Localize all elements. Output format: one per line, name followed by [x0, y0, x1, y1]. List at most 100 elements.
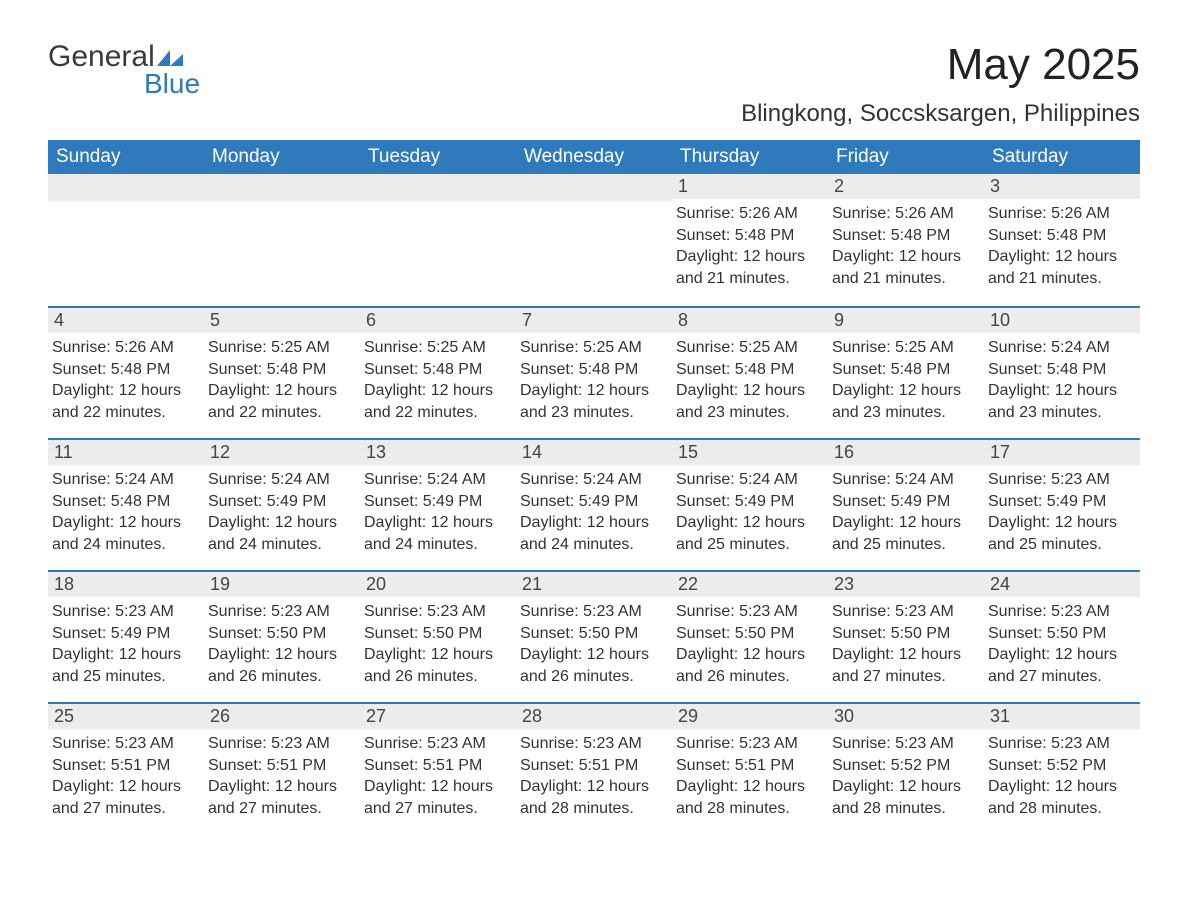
sunset-line: Sunset: 5:50 PM: [208, 623, 358, 645]
day-number: 15: [672, 438, 828, 465]
calendar-cell: 28Sunrise: 5:23 AMSunset: 5:51 PMDayligh…: [516, 702, 672, 834]
day-details: Sunrise: 5:23 AMSunset: 5:50 PMDaylight:…: [360, 597, 516, 689]
day-number: 26: [204, 702, 360, 729]
calendar-cell: [48, 174, 204, 306]
col-thursday: Thursday: [672, 140, 828, 174]
calendar-cell: 5Sunrise: 5:25 AMSunset: 5:48 PMDaylight…: [204, 306, 360, 438]
day-number: 4: [48, 306, 204, 333]
sunrise-line: Sunrise: 5:26 AM: [832, 203, 982, 225]
calendar-cell: [516, 174, 672, 306]
sunset-line: Sunset: 5:50 PM: [988, 623, 1138, 645]
daylight-line: Daylight: 12 hours and 24 minutes.: [520, 512, 670, 555]
day-details: Sunrise: 5:24 AMSunset: 5:49 PMDaylight:…: [360, 465, 516, 557]
daylight-line: Daylight: 12 hours and 21 minutes.: [676, 246, 826, 289]
sunset-line: Sunset: 5:48 PM: [520, 359, 670, 381]
sunrise-line: Sunrise: 5:23 AM: [364, 601, 514, 623]
empty-day-bar: [204, 174, 360, 201]
sunrise-line: Sunrise: 5:24 AM: [832, 469, 982, 491]
daylight-line: Daylight: 12 hours and 27 minutes.: [832, 644, 982, 687]
day-details: Sunrise: 5:23 AMSunset: 5:50 PMDaylight:…: [828, 597, 984, 689]
day-details: Sunrise: 5:25 AMSunset: 5:48 PMDaylight:…: [204, 333, 360, 425]
sunrise-line: Sunrise: 5:25 AM: [364, 337, 514, 359]
sunset-line: Sunset: 5:48 PM: [832, 225, 982, 247]
daylight-line: Daylight: 12 hours and 28 minutes.: [832, 776, 982, 819]
sunset-line: Sunset: 5:51 PM: [364, 755, 514, 777]
day-number: 18: [48, 570, 204, 597]
day-details: Sunrise: 5:24 AMSunset: 5:49 PMDaylight:…: [828, 465, 984, 557]
sunrise-line: Sunrise: 5:24 AM: [676, 469, 826, 491]
empty-day-bar: [360, 174, 516, 201]
calendar-cell: 7Sunrise: 5:25 AMSunset: 5:48 PMDaylight…: [516, 306, 672, 438]
sunrise-line: Sunrise: 5:24 AM: [988, 337, 1138, 359]
col-tuesday: Tuesday: [360, 140, 516, 174]
day-details: Sunrise: 5:23 AMSunset: 5:51 PMDaylight:…: [516, 729, 672, 821]
daylight-line: Daylight: 12 hours and 23 minutes.: [520, 380, 670, 423]
day-details: Sunrise: 5:26 AMSunset: 5:48 PMDaylight:…: [672, 199, 828, 291]
daylight-line: Daylight: 12 hours and 26 minutes.: [364, 644, 514, 687]
day-number: 5: [204, 306, 360, 333]
daylight-line: Daylight: 12 hours and 25 minutes.: [988, 512, 1138, 555]
calendar-cell: 31Sunrise: 5:23 AMSunset: 5:52 PMDayligh…: [984, 702, 1140, 834]
day-details: Sunrise: 5:23 AMSunset: 5:50 PMDaylight:…: [204, 597, 360, 689]
day-number: 9: [828, 306, 984, 333]
calendar-cell: 9Sunrise: 5:25 AMSunset: 5:48 PMDaylight…: [828, 306, 984, 438]
col-friday: Friday: [828, 140, 984, 174]
calendar-cell: 15Sunrise: 5:24 AMSunset: 5:49 PMDayligh…: [672, 438, 828, 570]
daylight-line: Daylight: 12 hours and 27 minutes.: [208, 776, 358, 819]
day-details: Sunrise: 5:23 AMSunset: 5:50 PMDaylight:…: [672, 597, 828, 689]
day-number: 17: [984, 438, 1140, 465]
sunrise-line: Sunrise: 5:23 AM: [52, 733, 202, 755]
day-details: Sunrise: 5:24 AMSunset: 5:48 PMDaylight:…: [984, 333, 1140, 425]
daylight-line: Daylight: 12 hours and 26 minutes.: [208, 644, 358, 687]
sunrise-line: Sunrise: 5:23 AM: [832, 601, 982, 623]
calendar-week-row: 4Sunrise: 5:26 AMSunset: 5:48 PMDaylight…: [48, 306, 1140, 438]
day-number: 14: [516, 438, 672, 465]
day-number: 28: [516, 702, 672, 729]
calendar-table: Sunday Monday Tuesday Wednesday Thursday…: [48, 140, 1140, 834]
daylight-line: Daylight: 12 hours and 21 minutes.: [832, 246, 982, 289]
empty-day-bar: [48, 174, 204, 201]
empty-day-bar: [516, 174, 672, 201]
logo-word-general: General: [48, 40, 155, 74]
sunrise-line: Sunrise: 5:24 AM: [208, 469, 358, 491]
calendar-cell: 25Sunrise: 5:23 AMSunset: 5:51 PMDayligh…: [48, 702, 204, 834]
sunset-line: Sunset: 5:52 PM: [988, 755, 1138, 777]
sunrise-line: Sunrise: 5:23 AM: [208, 733, 358, 755]
sunrise-line: Sunrise: 5:23 AM: [676, 601, 826, 623]
sunset-line: Sunset: 5:49 PM: [676, 491, 826, 513]
calendar-cell: 29Sunrise: 5:23 AMSunset: 5:51 PMDayligh…: [672, 702, 828, 834]
day-details: Sunrise: 5:23 AMSunset: 5:52 PMDaylight:…: [828, 729, 984, 821]
day-details: Sunrise: 5:25 AMSunset: 5:48 PMDaylight:…: [828, 333, 984, 425]
sunset-line: Sunset: 5:49 PM: [832, 491, 982, 513]
calendar-cell: 30Sunrise: 5:23 AMSunset: 5:52 PMDayligh…: [828, 702, 984, 834]
location-subtitle: Blingkong, Soccsksargen, Philippines: [741, 100, 1140, 128]
daylight-line: Daylight: 12 hours and 23 minutes.: [988, 380, 1138, 423]
day-details: Sunrise: 5:23 AMSunset: 5:51 PMDaylight:…: [672, 729, 828, 821]
sunrise-line: Sunrise: 5:25 AM: [520, 337, 670, 359]
sunset-line: Sunset: 5:48 PM: [676, 225, 826, 247]
sunrise-line: Sunrise: 5:24 AM: [52, 469, 202, 491]
calendar-cell: [204, 174, 360, 306]
logo-mark-icon: [157, 48, 183, 66]
calendar-week-row: 11Sunrise: 5:24 AMSunset: 5:48 PMDayligh…: [48, 438, 1140, 570]
sunrise-line: Sunrise: 5:26 AM: [676, 203, 826, 225]
day-number: 8: [672, 306, 828, 333]
calendar-cell: 13Sunrise: 5:24 AMSunset: 5:49 PMDayligh…: [360, 438, 516, 570]
daylight-line: Daylight: 12 hours and 23 minutes.: [832, 380, 982, 423]
sunset-line: Sunset: 5:49 PM: [364, 491, 514, 513]
day-details: Sunrise: 5:23 AMSunset: 5:51 PMDaylight:…: [48, 729, 204, 821]
sunset-line: Sunset: 5:51 PM: [520, 755, 670, 777]
daylight-line: Daylight: 12 hours and 25 minutes.: [52, 644, 202, 687]
sunset-line: Sunset: 5:49 PM: [208, 491, 358, 513]
sunset-line: Sunset: 5:52 PM: [832, 755, 982, 777]
sunset-line: Sunset: 5:48 PM: [52, 359, 202, 381]
day-details: Sunrise: 5:25 AMSunset: 5:48 PMDaylight:…: [516, 333, 672, 425]
day-details: Sunrise: 5:25 AMSunset: 5:48 PMDaylight:…: [360, 333, 516, 425]
sunset-line: Sunset: 5:48 PM: [676, 359, 826, 381]
logo: General Blue: [48, 40, 200, 100]
day-details: Sunrise: 5:24 AMSunset: 5:48 PMDaylight:…: [48, 465, 204, 557]
sunset-line: Sunset: 5:50 PM: [832, 623, 982, 645]
sunrise-line: Sunrise: 5:23 AM: [988, 601, 1138, 623]
day-number: 27: [360, 702, 516, 729]
day-details: Sunrise: 5:23 AMSunset: 5:49 PMDaylight:…: [984, 465, 1140, 557]
